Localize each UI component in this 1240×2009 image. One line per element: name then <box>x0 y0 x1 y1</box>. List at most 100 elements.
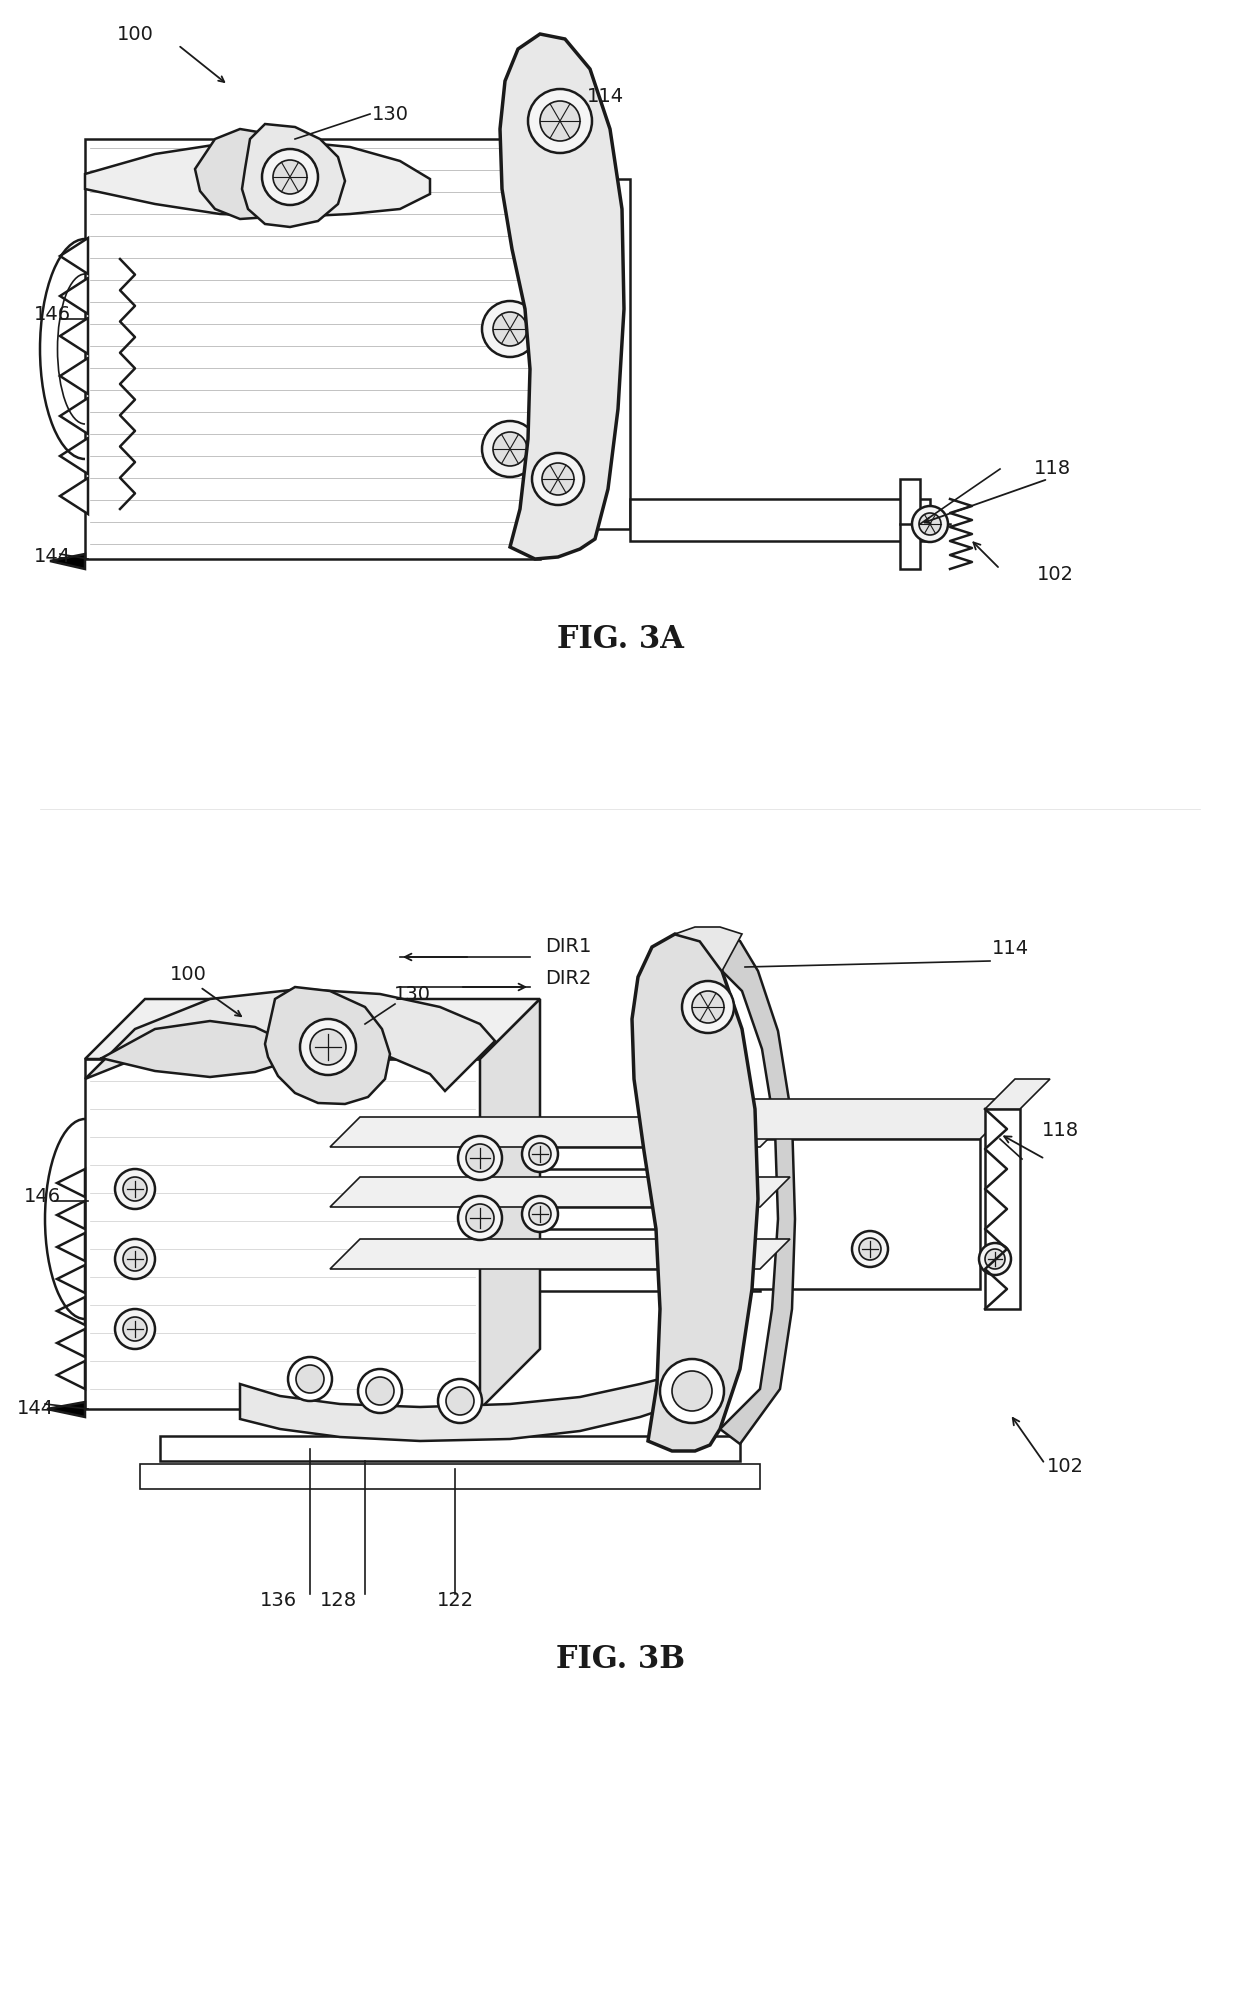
FancyBboxPatch shape <box>900 478 920 569</box>
Circle shape <box>529 1203 551 1225</box>
Polygon shape <box>57 1266 86 1294</box>
Text: DIR1: DIR1 <box>544 938 591 956</box>
Polygon shape <box>86 139 539 559</box>
Circle shape <box>494 432 527 466</box>
Circle shape <box>482 422 538 476</box>
Circle shape <box>529 1143 551 1165</box>
Polygon shape <box>57 1234 86 1262</box>
Polygon shape <box>86 141 430 217</box>
Polygon shape <box>57 1330 86 1356</box>
Polygon shape <box>985 1109 1021 1310</box>
Polygon shape <box>265 986 391 1105</box>
Text: 114: 114 <box>992 940 1028 958</box>
Polygon shape <box>632 934 758 1450</box>
Circle shape <box>522 1195 558 1232</box>
Polygon shape <box>47 1402 86 1416</box>
FancyBboxPatch shape <box>330 1147 760 1169</box>
Polygon shape <box>60 478 88 514</box>
Circle shape <box>438 1378 482 1422</box>
Circle shape <box>532 452 584 504</box>
Polygon shape <box>60 237 88 273</box>
Polygon shape <box>675 926 742 970</box>
Text: 118: 118 <box>1042 1121 1079 1141</box>
Circle shape <box>300 1019 356 1075</box>
Circle shape <box>115 1240 155 1280</box>
Circle shape <box>115 1169 155 1209</box>
Text: 114: 114 <box>587 88 624 106</box>
Text: 122: 122 <box>436 1591 474 1611</box>
Polygon shape <box>701 934 795 1444</box>
Circle shape <box>919 512 941 534</box>
Polygon shape <box>60 317 88 354</box>
FancyBboxPatch shape <box>630 498 930 540</box>
Circle shape <box>123 1318 148 1340</box>
Circle shape <box>123 1177 148 1201</box>
Circle shape <box>288 1356 332 1400</box>
Circle shape <box>542 462 574 494</box>
Circle shape <box>458 1195 502 1240</box>
Polygon shape <box>57 1298 86 1326</box>
Circle shape <box>985 1250 1004 1270</box>
Text: 128: 128 <box>320 1591 357 1611</box>
Circle shape <box>115 1310 155 1348</box>
Circle shape <box>539 100 580 141</box>
Circle shape <box>366 1376 394 1404</box>
FancyBboxPatch shape <box>330 1207 760 1230</box>
Circle shape <box>660 1358 724 1422</box>
Circle shape <box>692 990 724 1023</box>
Text: 136: 136 <box>259 1591 296 1611</box>
Text: 102: 102 <box>1037 565 1074 583</box>
Polygon shape <box>57 1201 86 1230</box>
Circle shape <box>911 506 949 542</box>
Circle shape <box>466 1203 494 1232</box>
Text: 100: 100 <box>117 24 154 44</box>
Circle shape <box>859 1238 880 1260</box>
Circle shape <box>296 1364 324 1392</box>
Text: 130: 130 <box>372 104 408 123</box>
Text: 118: 118 <box>1033 460 1070 478</box>
FancyBboxPatch shape <box>379 380 500 518</box>
Polygon shape <box>480 998 539 1408</box>
Circle shape <box>466 1143 494 1171</box>
Polygon shape <box>60 358 88 394</box>
Polygon shape <box>242 125 345 227</box>
Polygon shape <box>60 438 88 474</box>
Circle shape <box>358 1368 402 1412</box>
Polygon shape <box>86 1059 480 1408</box>
Polygon shape <box>60 277 88 313</box>
Circle shape <box>852 1232 888 1268</box>
Polygon shape <box>100 1021 290 1077</box>
Polygon shape <box>985 1079 1050 1109</box>
Polygon shape <box>660 1099 1021 1139</box>
Polygon shape <box>57 1360 86 1388</box>
Circle shape <box>980 1244 1011 1276</box>
FancyBboxPatch shape <box>140 1465 760 1489</box>
Polygon shape <box>60 398 88 434</box>
Circle shape <box>482 301 538 358</box>
Text: DIR2: DIR2 <box>544 970 591 988</box>
Polygon shape <box>57 1169 86 1197</box>
Circle shape <box>123 1248 148 1272</box>
Circle shape <box>672 1370 712 1410</box>
FancyBboxPatch shape <box>660 1139 980 1290</box>
Text: 130: 130 <box>393 984 430 1004</box>
Polygon shape <box>330 1117 790 1147</box>
Circle shape <box>522 1135 558 1171</box>
Circle shape <box>494 311 527 346</box>
Text: FIG. 3B: FIG. 3B <box>556 1643 684 1673</box>
Text: 146: 146 <box>24 1187 61 1207</box>
Circle shape <box>446 1386 474 1414</box>
Text: 102: 102 <box>1047 1457 1084 1477</box>
Polygon shape <box>86 998 539 1059</box>
Polygon shape <box>86 988 495 1091</box>
Polygon shape <box>330 1177 790 1207</box>
Circle shape <box>273 161 308 195</box>
FancyBboxPatch shape <box>430 179 630 528</box>
Text: 100: 100 <box>170 966 206 984</box>
Polygon shape <box>195 129 295 219</box>
Circle shape <box>458 1135 502 1179</box>
Polygon shape <box>330 1240 790 1270</box>
Circle shape <box>528 88 591 153</box>
Circle shape <box>682 980 734 1033</box>
Polygon shape <box>500 34 624 559</box>
